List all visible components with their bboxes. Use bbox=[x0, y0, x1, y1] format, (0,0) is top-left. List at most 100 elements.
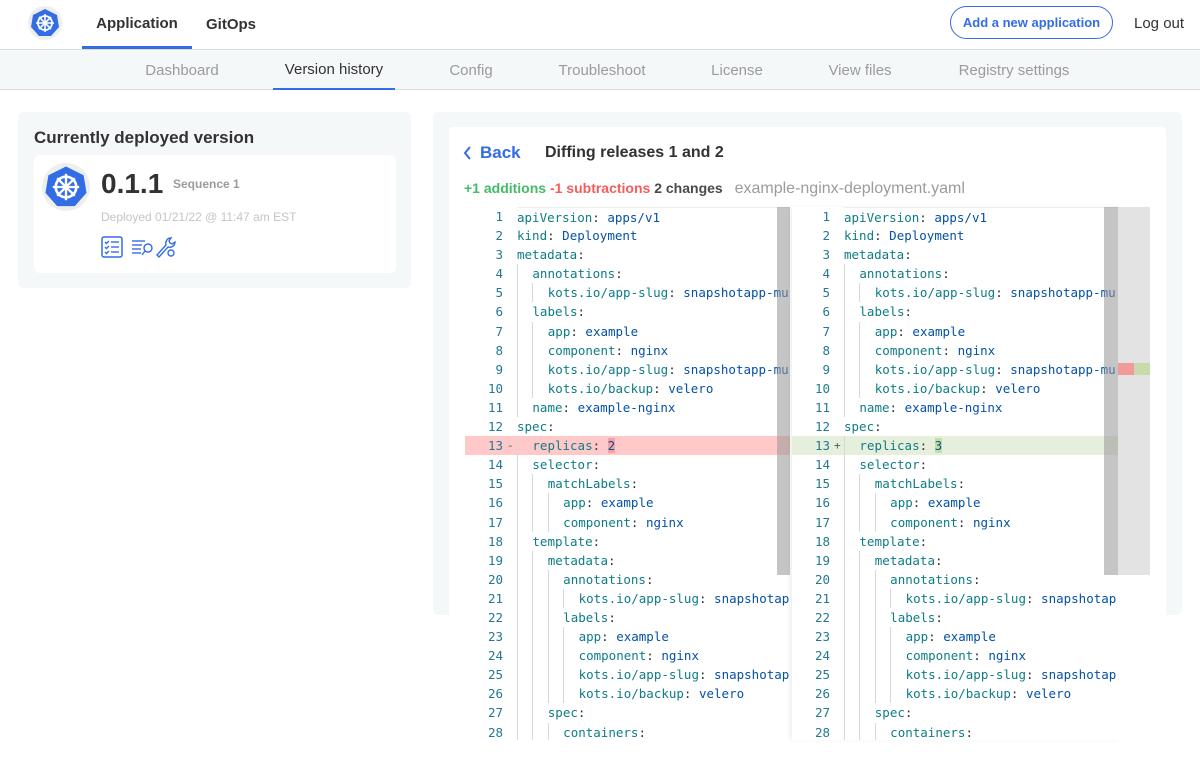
colon: : bbox=[897, 323, 913, 339]
line-number: 23 bbox=[814, 629, 830, 645]
line-number: 27 bbox=[814, 705, 830, 721]
code-content: matchLabels: bbox=[844, 474, 1120, 494]
indent-guide bbox=[874, 607, 890, 628]
yaml-key: metadata bbox=[844, 247, 905, 263]
line-number: 14 bbox=[814, 457, 830, 473]
indent-guide bbox=[532, 588, 547, 608]
colon: : bbox=[965, 724, 973, 740]
code-content: matchLabels: bbox=[517, 474, 790, 494]
yaml-key: kots.io/app-slug bbox=[547, 285, 669, 301]
code-line: 23 app: example bbox=[465, 627, 790, 647]
tab-version-history[interactable]: Version history bbox=[273, 50, 395, 90]
app-logo[interactable] bbox=[28, 6, 62, 40]
code-content: metadata: bbox=[844, 550, 1120, 570]
code-line: 21 kots.io/app-slug: snapshotap bbox=[792, 588, 1120, 608]
yaml-key: metadata bbox=[517, 247, 578, 263]
indent-guide bbox=[517, 321, 532, 341]
line-number: 24 bbox=[814, 648, 830, 664]
indent-guide bbox=[844, 531, 859, 551]
line-number: 20 bbox=[487, 571, 503, 587]
code-content: component: nginx bbox=[517, 646, 790, 666]
tab-view-files[interactable]: View files bbox=[828, 61, 892, 79]
colon: : bbox=[585, 495, 601, 511]
yaml-key: annotations bbox=[532, 266, 616, 282]
colon: : bbox=[698, 590, 715, 606]
code-content: kots.io/backup: velero bbox=[844, 378, 1120, 398]
indent-guide bbox=[844, 378, 859, 398]
line-number: 10 bbox=[487, 380, 503, 396]
diff-editor-modified[interactable]: 1 apiVersion: apps/v1 2 kind: Deployment 3 me… bbox=[792, 207, 1120, 740]
tab-registry-settings[interactable]: Registry settings bbox=[958, 61, 1070, 79]
code-content: app: example bbox=[844, 321, 1120, 341]
yaml-key: kots.io/app-slug bbox=[874, 361, 996, 377]
colon: : bbox=[601, 629, 617, 645]
indent-guide bbox=[517, 359, 532, 379]
indent-guide bbox=[563, 646, 578, 666]
sub-navigation: Dashboard Version history Config Trouble… bbox=[0, 50, 1200, 90]
yaml-value: Deployment bbox=[889, 228, 965, 244]
yaml-value: example bbox=[600, 495, 654, 511]
yaml-key: spec bbox=[874, 705, 905, 721]
line-number: 18 bbox=[814, 533, 830, 549]
code-content: containers: bbox=[844, 722, 1120, 740]
colon: : bbox=[942, 266, 950, 282]
yaml-key: kots.io/backup bbox=[905, 686, 1011, 702]
back-label: Back bbox=[480, 143, 521, 162]
yaml-value: velero bbox=[995, 380, 1041, 396]
yaml-key: annotations bbox=[563, 571, 646, 587]
yaml-value: snapshotap bbox=[1041, 667, 1117, 683]
indent-guide bbox=[517, 550, 532, 570]
code-content: labels: bbox=[517, 607, 790, 628]
tab-dashboard[interactable]: Dashboard bbox=[145, 61, 219, 79]
diff-overview-ruler[interactable] bbox=[1118, 207, 1150, 575]
scrollbar-modified[interactable] bbox=[1104, 207, 1118, 575]
line-number: 20 bbox=[814, 571, 830, 587]
indent-guide bbox=[844, 627, 859, 647]
indent-guide bbox=[547, 569, 563, 589]
indent-guide bbox=[517, 665, 532, 685]
tab-license[interactable]: License bbox=[711, 61, 763, 79]
logout-link[interactable]: Log out bbox=[1134, 15, 1185, 32]
yaml-value: nginx bbox=[957, 342, 996, 358]
nav-application[interactable]: Application bbox=[82, 0, 192, 49]
add-new-application-button[interactable]: Add a new application bbox=[950, 6, 1113, 39]
wrench-gear-icon[interactable] bbox=[155, 236, 177, 258]
line-number: 15 bbox=[814, 476, 830, 492]
nav-gitops[interactable]: GitOps bbox=[205, 16, 256, 33]
line-number: 4 bbox=[822, 266, 830, 282]
yaml-key: metadata bbox=[547, 552, 608, 568]
indent-guide bbox=[890, 665, 905, 685]
back-button[interactable]: Back bbox=[463, 143, 521, 163]
tab-config[interactable]: Config bbox=[449, 61, 493, 79]
colon: : bbox=[995, 361, 1011, 377]
scrollbar-original[interactable] bbox=[777, 207, 790, 575]
indent-guide bbox=[532, 474, 547, 494]
colon: : bbox=[592, 533, 601, 549]
code-content: name: example-nginx bbox=[844, 397, 1120, 418]
colon: : bbox=[980, 380, 996, 396]
indent-guide bbox=[890, 684, 905, 704]
code-line: 28 containers: bbox=[465, 722, 790, 740]
yaml-key: apiVersion bbox=[517, 210, 593, 225]
indent-guide bbox=[517, 703, 532, 723]
tab-troubleshoot[interactable]: Troubleshoot bbox=[558, 61, 646, 79]
colon: : bbox=[904, 247, 912, 263]
indent-guide bbox=[532, 378, 547, 398]
code-line: 15 matchLabels: bbox=[792, 474, 1120, 494]
code-line: 18 template: bbox=[792, 531, 1120, 551]
indent-guide bbox=[844, 455, 859, 475]
yaml-value: snapshotap bbox=[1041, 590, 1117, 606]
indent-guide bbox=[844, 359, 859, 379]
yaml-key: kots.io/app-slug bbox=[547, 361, 669, 377]
indent-guide bbox=[874, 684, 890, 704]
code-content: app: example bbox=[517, 627, 790, 647]
code-line: 3 metadata: bbox=[465, 245, 790, 264]
logs-search-icon[interactable] bbox=[131, 236, 155, 258]
yaml-value: nginx bbox=[661, 648, 699, 664]
code-content: spec: bbox=[844, 703, 1120, 723]
indent-guide bbox=[859, 283, 874, 303]
line-number: 16 bbox=[487, 495, 503, 511]
diff-editor-original[interactable]: 1 apiVersion: apps/v1 2 kind: Deployment 3 me… bbox=[465, 207, 790, 740]
yaml-key: annotations bbox=[890, 571, 973, 587]
checklist-icon[interactable] bbox=[101, 236, 123, 258]
